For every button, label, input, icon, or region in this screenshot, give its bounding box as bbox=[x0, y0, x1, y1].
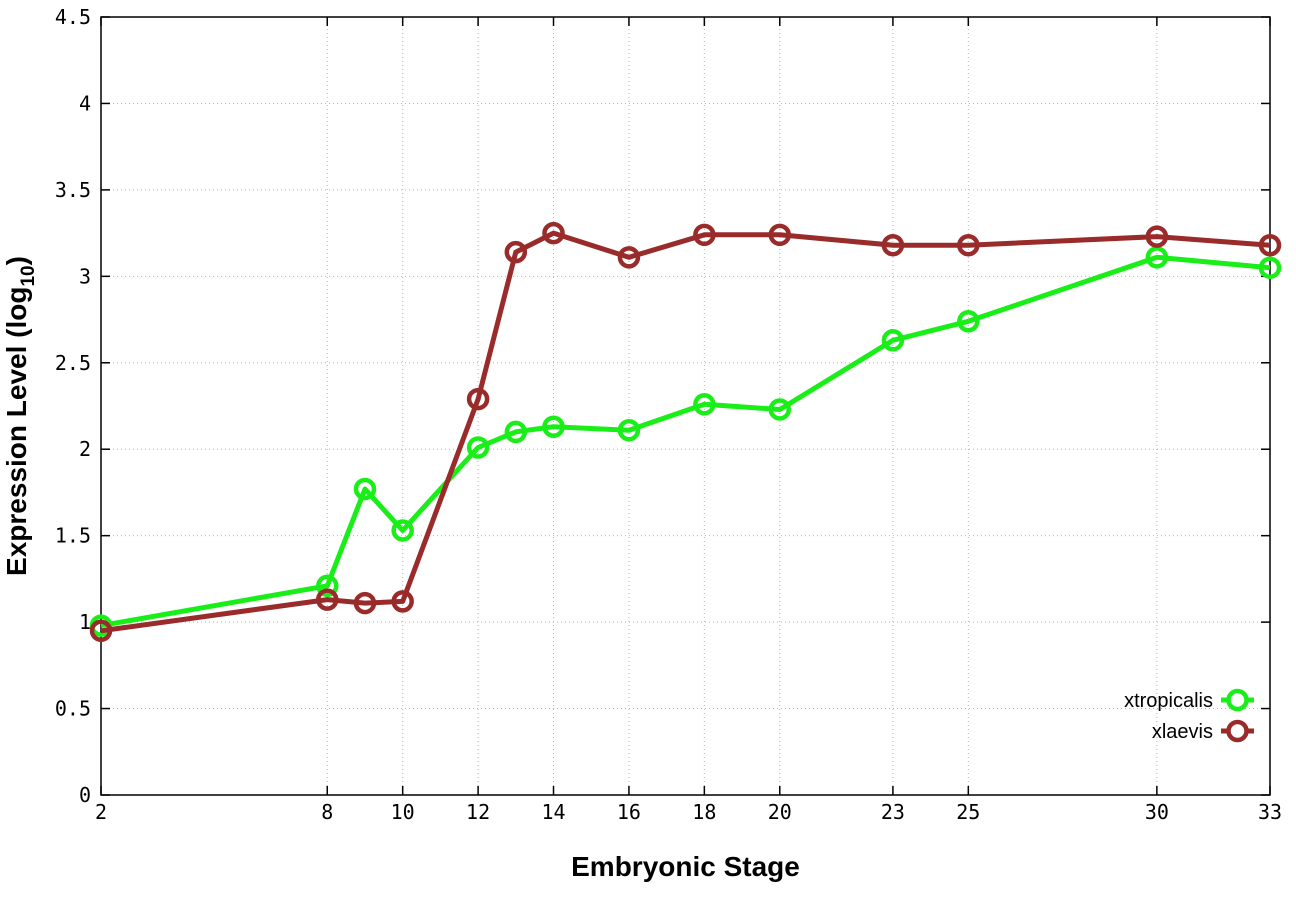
series-xtropicalis bbox=[89, 246, 1282, 637]
legend-label-xlaevis: xlaevis bbox=[1152, 721, 1213, 743]
series-lines bbox=[89, 221, 1282, 643]
y-tick-label: 3.5 bbox=[55, 178, 91, 202]
data-point-xlaevis bbox=[957, 233, 980, 257]
data-point-xlaevis bbox=[89, 619, 113, 643]
y-axis-title-main: Expression Level (log bbox=[1, 287, 32, 576]
x-tick-label: 16 bbox=[617, 800, 641, 824]
data-point-xlaevis bbox=[391, 590, 414, 613]
data-point-xlaevis bbox=[768, 223, 792, 247]
x-tick-label: 14 bbox=[541, 800, 565, 824]
y-axis-title: Expression Level (log10) bbox=[1, 256, 39, 576]
axis-ticks: 0 0.5 1 1.5 2 2.5 3 3.5 4 4.5 2 8 10 12 14 16 18 20 23 25 30… bbox=[55, 5, 1282, 824]
y-axis-title-subscript: 10 bbox=[18, 265, 39, 286]
series-line-xtropicalis bbox=[100, 254, 1271, 629]
x-tick-label: 12 bbox=[466, 800, 490, 824]
data-point-xtropicalis bbox=[1258, 256, 1282, 279]
x-tick-label: 33 bbox=[1258, 800, 1282, 824]
data-point-xlaevis bbox=[1258, 233, 1282, 257]
data-point-xtropicalis bbox=[391, 519, 414, 542]
data-point-xtropicalis bbox=[542, 415, 565, 438]
data-point-xtropicalis bbox=[768, 398, 792, 421]
series-line-xlaevis bbox=[100, 230, 1271, 634]
data-point-xtropicalis bbox=[353, 477, 377, 501]
legend-marker-xtropicalis bbox=[1226, 688, 1249, 712]
data-point-xtropicalis bbox=[693, 393, 716, 416]
data-point-xtropicalis bbox=[504, 420, 528, 444]
x-tick-label: 25 bbox=[956, 800, 980, 824]
legend: xtropicalis xlaevis bbox=[1124, 688, 1254, 743]
data-point-xlaevis bbox=[466, 387, 490, 411]
grid-lines bbox=[101, 17, 1270, 795]
y-axis-title-close: ) bbox=[1, 256, 32, 265]
y-tick-label: 2 bbox=[79, 437, 91, 461]
data-point-xlaevis bbox=[693, 223, 716, 247]
y-tick-label: 4 bbox=[79, 91, 91, 115]
data-point-xlaevis bbox=[504, 240, 528, 264]
x-tick-label: 18 bbox=[692, 800, 716, 824]
series-xlaevis bbox=[89, 221, 1282, 643]
data-point-xtropicalis bbox=[881, 329, 905, 352]
data-point-xtropicalis bbox=[957, 310, 980, 333]
y-tick-label: 1 bbox=[79, 610, 91, 634]
legend-marker-xlaevis bbox=[1226, 719, 1249, 743]
y-tick-label: 2.5 bbox=[55, 351, 91, 375]
x-tick-label: 30 bbox=[1145, 800, 1169, 824]
x-tick-label: 2 bbox=[95, 800, 107, 824]
data-point-xlaevis bbox=[316, 588, 339, 611]
data-point-xlaevis bbox=[1145, 225, 1169, 248]
legend-label-xtropicalis: xtropicalis bbox=[1124, 690, 1213, 712]
y-tick-label: 0 bbox=[79, 783, 91, 807]
data-point-xtropicalis bbox=[466, 436, 490, 459]
y-tick-label: 0.5 bbox=[55, 697, 91, 721]
x-tick-label: 20 bbox=[768, 800, 792, 824]
data-point-xlaevis bbox=[542, 221, 565, 245]
x-tick-label: 10 bbox=[391, 800, 415, 824]
x-tick-label: 8 bbox=[321, 800, 333, 824]
data-point-xlaevis bbox=[353, 591, 377, 615]
x-tick-label: 23 bbox=[881, 800, 905, 824]
y-tick-label: 3 bbox=[79, 264, 91, 288]
plot-area-border bbox=[100, 16, 1271, 796]
data-point-xtropicalis bbox=[316, 574, 339, 598]
y-tick-label: 1.5 bbox=[55, 524, 91, 548]
data-point-xtropicalis bbox=[1145, 246, 1169, 269]
x-axis-title: Embryonic Stage bbox=[571, 851, 800, 882]
y-tick-label: 4.5 bbox=[55, 5, 91, 29]
data-point-xtropicalis bbox=[617, 418, 641, 442]
data-point-xlaevis bbox=[881, 233, 905, 257]
data-point-xlaevis bbox=[617, 246, 641, 269]
